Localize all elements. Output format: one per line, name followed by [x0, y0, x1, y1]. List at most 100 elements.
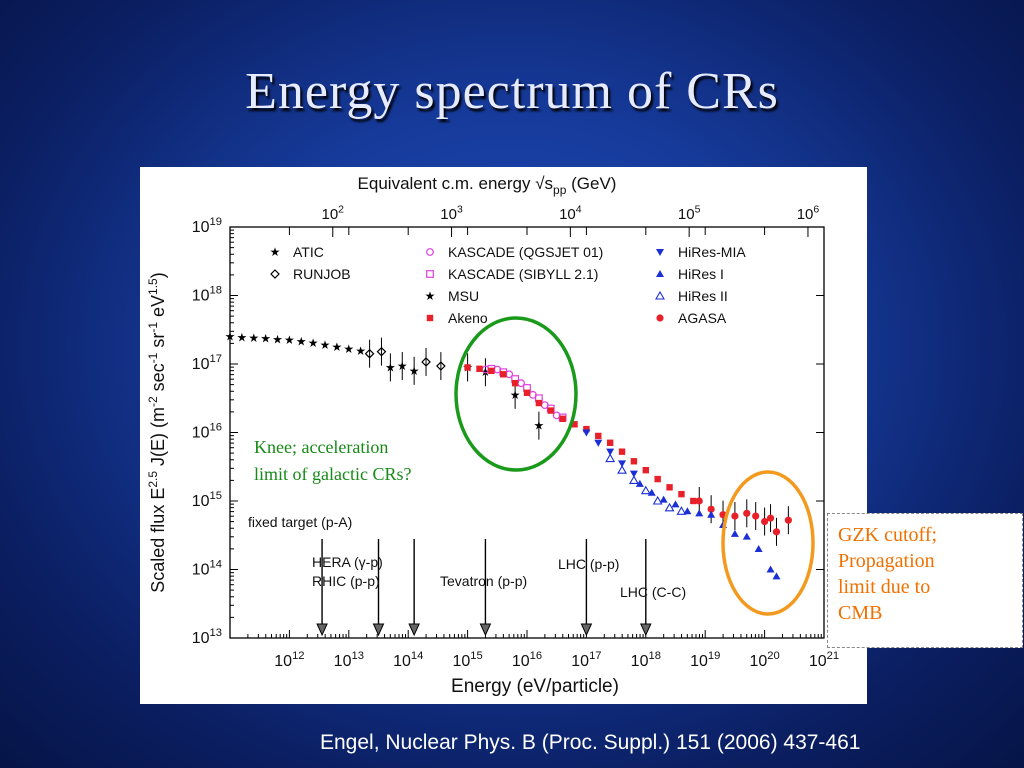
data-point-hires-i	[635, 479, 644, 487]
accelerator-label: fixed target (p-A)	[248, 514, 352, 530]
data-point-akeno	[630, 458, 638, 465]
x-tick-label: 1017	[571, 650, 601, 670]
data-point-hires-i	[742, 532, 751, 540]
data-point-hires-i	[766, 565, 775, 573]
top-axis-label: Equivalent c.m. energy √spp (GeV)	[358, 174, 617, 197]
y-tick-label: 1018	[192, 284, 222, 304]
data-point-akeno	[583, 425, 590, 433]
accelerator-label: LHC (C-C)	[620, 584, 686, 600]
accelerator-label: RHIC (p-p)	[312, 573, 380, 589]
data-point-hires-ii	[652, 495, 663, 505]
y-tick-label: 1013	[192, 627, 222, 647]
legend-marker	[655, 290, 665, 300]
legend-label: MSU	[448, 288, 479, 304]
data-point-agasa	[772, 528, 781, 536]
accelerator-label: HERA (γ-p)	[312, 554, 383, 570]
legend-marker: ★	[270, 245, 281, 259]
gzk-line-2: Propagation	[838, 550, 935, 572]
data-point-akeno	[595, 432, 602, 440]
top-tick-label: 102	[321, 203, 344, 223]
data-point-agasa	[743, 509, 751, 517]
data-point-akeno	[642, 466, 649, 474]
data-point-hires-i	[730, 529, 739, 537]
data-point-runjob	[376, 346, 387, 357]
legend-label: ATIC	[293, 244, 324, 260]
data-point-atic: ★	[343, 342, 354, 356]
data-point-akeno	[690, 497, 697, 505]
knee-annotation-line-2: limit of galactic CRs?	[254, 464, 411, 484]
gzk-circle	[721, 470, 815, 616]
y-tick-label: 1015	[192, 490, 222, 510]
y-tick-label: 1014	[192, 558, 222, 578]
legend-label: Akeno	[448, 310, 488, 326]
data-point-akeno	[535, 399, 543, 407]
legend-label: KASCADE (SIBYLL 2.1)	[448, 266, 598, 282]
y-tick-label: 1017	[192, 353, 222, 373]
data-point-atic: ★	[236, 330, 247, 344]
data-point-hires-i	[695, 509, 704, 517]
data-point-hires-i	[671, 500, 680, 508]
legend-label: RUNJOB	[293, 266, 351, 282]
data-point-agasa	[707, 505, 715, 513]
accelerator-arrow-head	[479, 623, 492, 637]
data-point-akeno	[476, 365, 483, 372]
gzk-line-4: CMB	[838, 602, 883, 624]
chart-figure: 1012 1013 1014 1015 1016 1017 1018 1019 1020 1021…	[140, 167, 867, 704]
data-point-agasa	[784, 516, 792, 524]
data-point-akeno	[523, 389, 531, 396]
y-tick-label: 1016	[192, 421, 222, 441]
data-point-agasa	[695, 497, 703, 505]
slide-title: Energy spectrum of CRs	[245, 63, 779, 120]
data-point-atic: ★	[308, 336, 319, 350]
data-point-atic: ★	[272, 332, 283, 346]
data-point-msu: ★	[533, 419, 544, 433]
top-tick-label: 104	[559, 203, 582, 223]
knee-annotation-line-1: Knee; acceleration	[254, 437, 388, 457]
x-tick-label: 1018	[631, 650, 661, 670]
legend-marker	[426, 314, 434, 322]
data-point-akeno	[511, 379, 519, 387]
data-point-atic: ★	[225, 330, 236, 344]
gzk-annotation: GZK cutoff; Propagation limit due to CMB	[838, 522, 1018, 626]
data-point-runjob	[436, 361, 446, 371]
data-point-hires-mia	[618, 460, 627, 468]
data-point-atic: ★	[296, 334, 307, 348]
data-point-runjob	[421, 357, 431, 367]
data-point-akeno	[678, 490, 685, 498]
accelerator-arrow-head	[316, 623, 328, 637]
legend-label: HiRes II	[678, 288, 728, 304]
data-point-runjob	[364, 348, 375, 359]
data-point-agasa	[766, 514, 775, 522]
legend-label: AGASA	[678, 310, 727, 326]
accelerator-arrow-head	[408, 623, 420, 637]
top-tick-label: 103	[440, 203, 463, 223]
data-point-msu: ★	[409, 364, 420, 378]
data-point-akeno	[654, 475, 661, 483]
data-point-hires-ii	[676, 506, 687, 515]
x-tick-label: 1012	[274, 650, 304, 670]
data-point-msu: ★	[510, 388, 521, 402]
data-point-hires-i	[754, 544, 763, 552]
legend-marker: ★	[425, 289, 436, 303]
x-tick-label: 1015	[452, 650, 482, 670]
accelerator-arrow-head	[580, 623, 593, 637]
data-point-hires-i	[683, 507, 692, 515]
legend-marker	[426, 248, 434, 256]
accelerator-label: Tevatron (p-p)	[440, 573, 527, 589]
data-point-msu: ★	[397, 359, 408, 373]
legend-marker	[270, 269, 280, 279]
data-point-agasa	[731, 512, 739, 520]
data-point-agasa	[761, 517, 769, 526]
data-point-atic: ★	[332, 340, 343, 354]
legend-marker	[656, 249, 664, 256]
data-point-atic: ★	[320, 338, 331, 352]
data-point-akeno	[488, 367, 495, 375]
data-point-msu: ★	[385, 360, 396, 374]
x-tick-label: 1019	[690, 650, 720, 670]
data-point-hires-i	[772, 572, 781, 580]
data-point-hires-ii	[640, 485, 651, 495]
data-point-akeno	[666, 484, 673, 491]
x-tick-label: 1021	[809, 650, 839, 670]
data-point-hires-mia	[606, 448, 615, 456]
x-tick-label: 1014	[393, 650, 423, 670]
